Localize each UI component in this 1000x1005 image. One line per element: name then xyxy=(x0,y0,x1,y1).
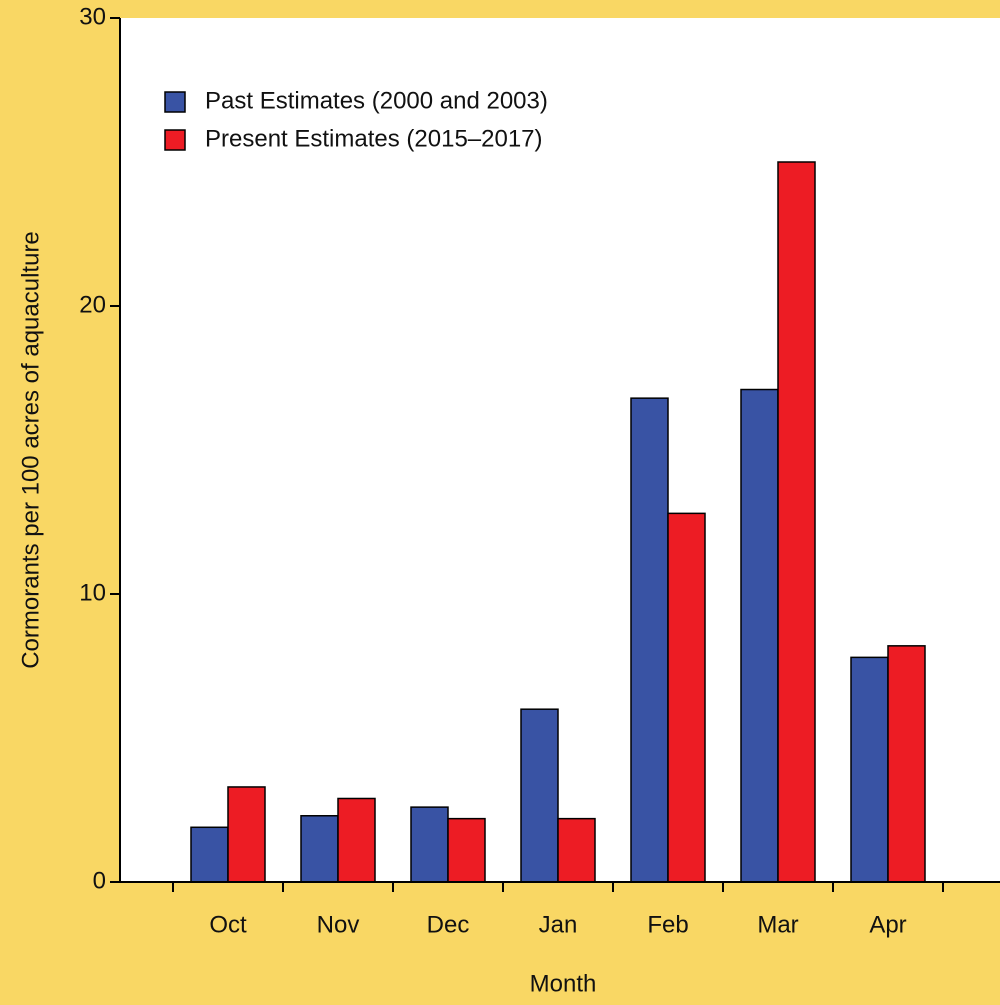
legend-swatch xyxy=(164,129,186,151)
bar xyxy=(557,817,596,883)
y-tick-label: 20 xyxy=(79,291,106,318)
y-axis-title: Cormorants per 100 acres of aquaculture xyxy=(17,231,44,669)
bar xyxy=(630,397,669,883)
x-tick-label: Jan xyxy=(539,911,578,938)
x-tick-label: Feb xyxy=(647,911,688,938)
legend-label: Present Estimates (2015–2017) xyxy=(205,125,543,152)
y-tick-label: 10 xyxy=(79,579,106,606)
bar xyxy=(447,817,486,883)
bar xyxy=(887,645,926,883)
x-tick-label: Oct xyxy=(209,911,247,938)
x-tick-label: Apr xyxy=(869,911,906,938)
legend-swatch xyxy=(164,91,186,113)
bar xyxy=(300,815,339,883)
bar xyxy=(740,388,779,883)
x-tick-label: Dec xyxy=(427,911,470,938)
bar xyxy=(227,786,266,883)
x-tick-label: Mar xyxy=(757,911,798,938)
bar xyxy=(410,806,449,883)
bar xyxy=(337,797,376,883)
bar xyxy=(777,161,816,883)
legend-label: Past Estimates (2000 and 2003) xyxy=(205,87,548,114)
bar xyxy=(190,826,229,883)
x-axis-title: Month xyxy=(530,970,597,997)
bar xyxy=(667,512,706,883)
y-tick-label: 0 xyxy=(93,867,106,894)
y-tick-label: 30 xyxy=(79,3,106,30)
bar xyxy=(850,656,889,883)
x-tick-label: Nov xyxy=(317,911,360,938)
bar xyxy=(520,708,559,883)
